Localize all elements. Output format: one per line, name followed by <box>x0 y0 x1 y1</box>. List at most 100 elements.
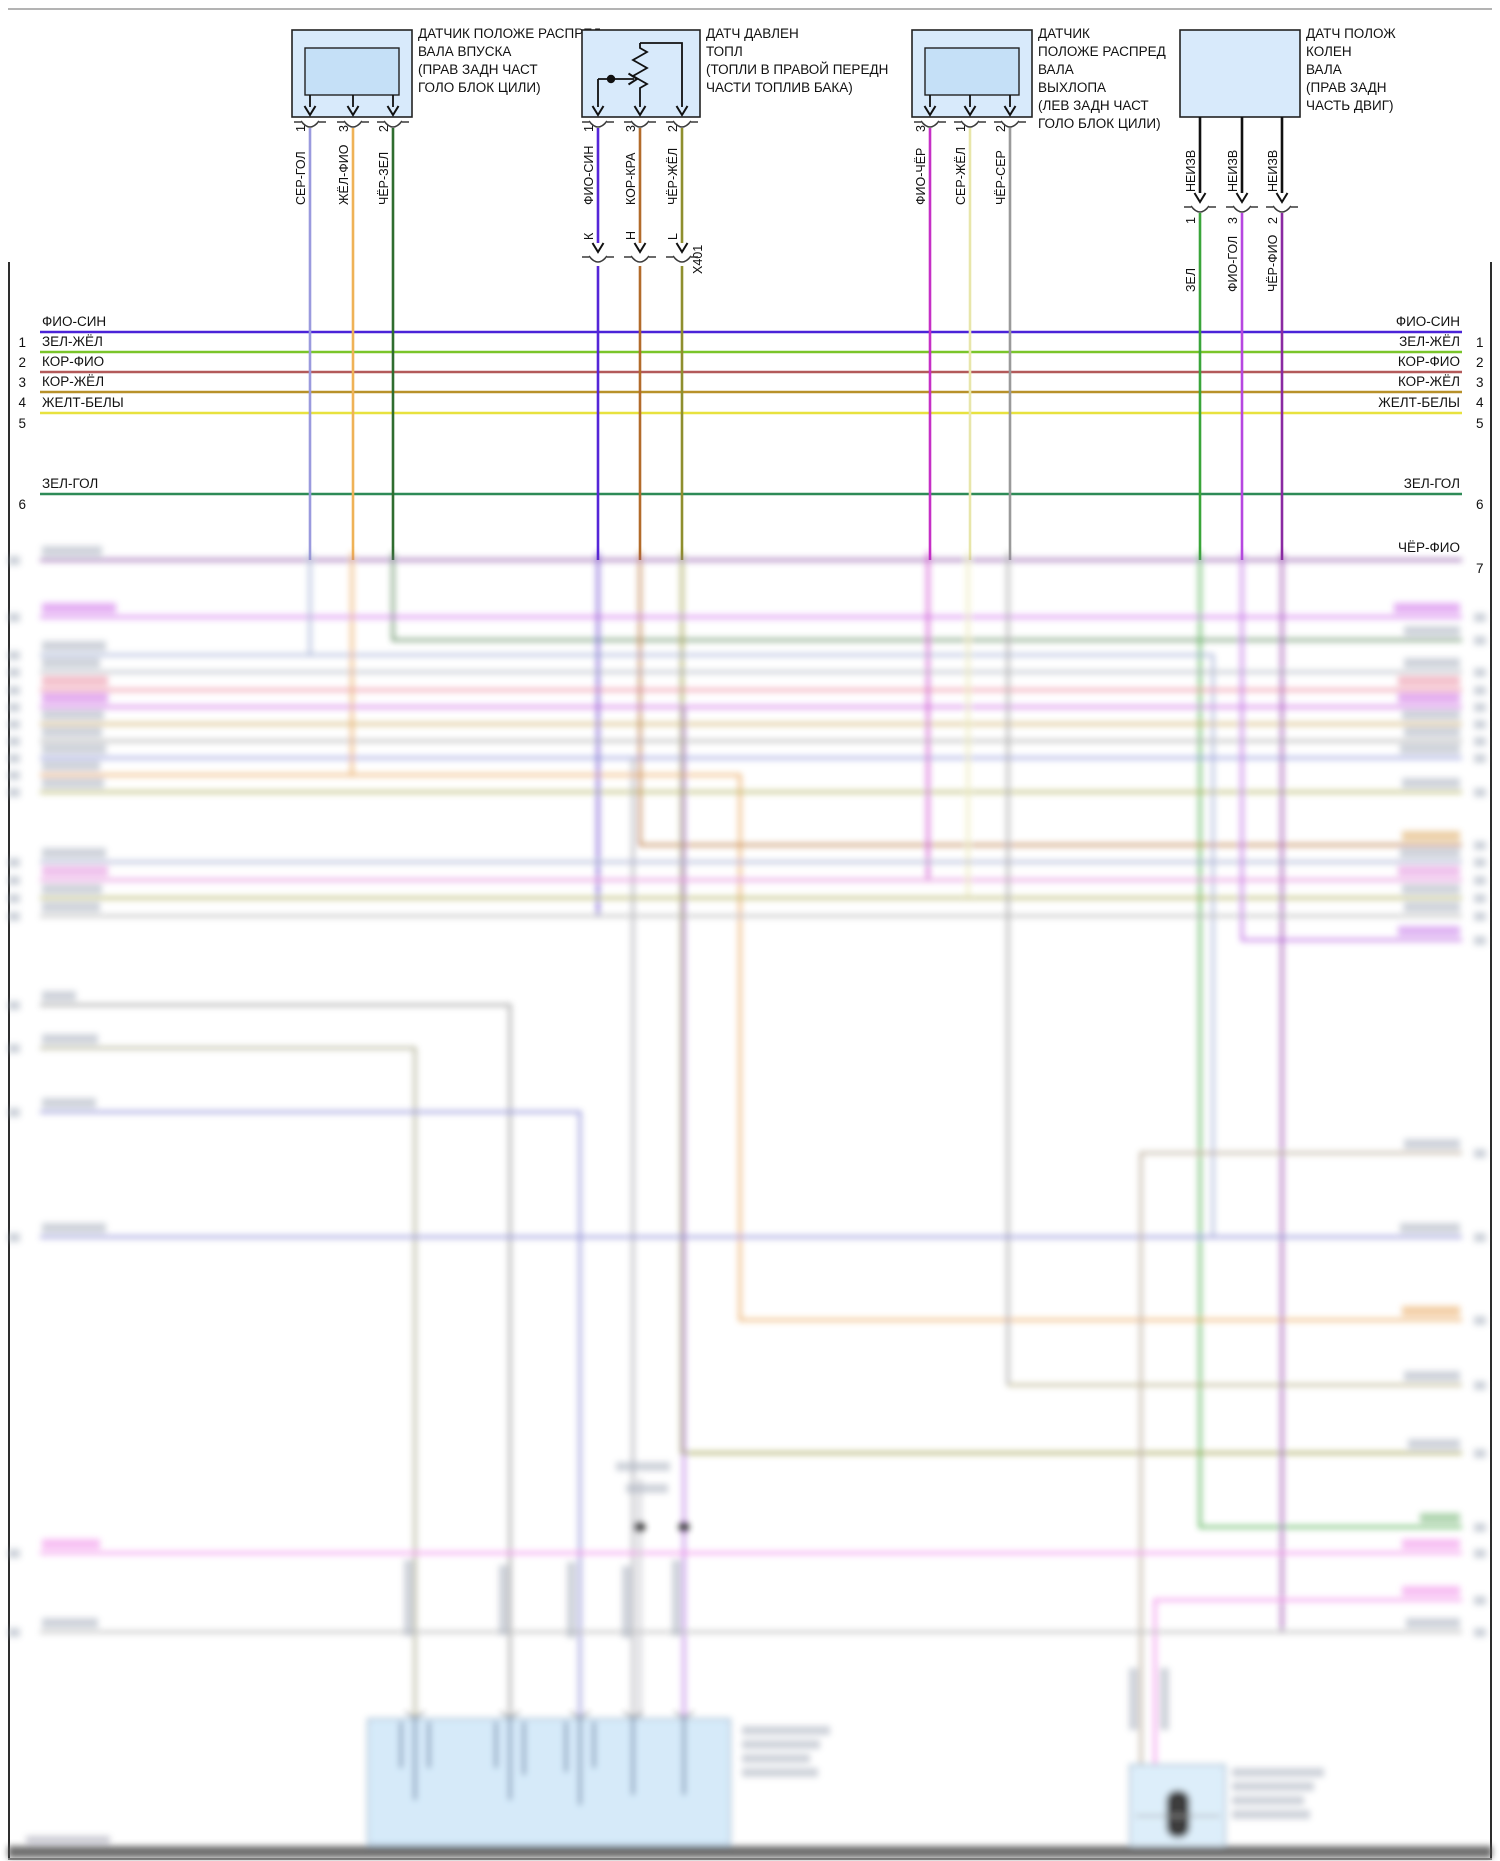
bus-number-left: 5 <box>18 416 26 431</box>
pin-number: 3 <box>624 125 638 132</box>
potentiometer-link <box>640 42 683 107</box>
wire-arrow <box>591 242 689 254</box>
pin-connector-arcs <box>294 120 1298 213</box>
sensor-label: ПОЛОЖЕ РАСПРЕД <box>1038 44 1166 59</box>
wire-label: СЕР-ЖЁЛ <box>954 147 968 205</box>
blurred-connector-block-right <box>1129 1764 1324 1856</box>
pin-number: 3 <box>914 125 928 132</box>
pin-number: 2 <box>994 125 1008 132</box>
blurred-diagram-region <box>8 546 1492 1858</box>
potentiometer-icon <box>631 43 649 107</box>
wire-label: ЧЁР-ЗЕЛ <box>377 152 391 205</box>
sensor-label: ВЫХЛОПА <box>1038 80 1106 95</box>
pin-arrow <box>303 105 400 117</box>
sensor-box <box>1179 29 1301 118</box>
wire-label: СЕР-ГОЛ <box>294 151 308 205</box>
connector-pin-label: Н <box>624 231 638 240</box>
wire-label: ФИО-СИН <box>582 146 596 205</box>
pin-number: 1 <box>1184 217 1198 224</box>
bus-number-right: 5 <box>1476 416 1484 431</box>
sensor-wires <box>308 128 1284 560</box>
sensor-inner-symbol <box>304 47 400 96</box>
bus-label-left: ЗЕЛ-ЖЁЛ <box>42 334 103 349</box>
pin-labels: 1 СЕР-ГОЛ 3 ЖЁЛ-ФИО 2 ЧЁР-ЗЕЛ 1 ФИО-СИН … <box>294 125 1280 292</box>
sensor-label: ВАЛА <box>1306 62 1342 77</box>
pin-number: 3 <box>1226 217 1240 224</box>
sensor-block-fuel-pressure <box>581 29 701 118</box>
wire-label: ЖЁЛ-ФИО <box>337 144 351 205</box>
sensor-label: КОЛЕН <box>1306 44 1352 59</box>
sensor-label: ЧАСТЬ ДВИГ) <box>1306 98 1394 113</box>
sensor-block-crankshaft <box>1179 29 1301 204</box>
potentiometer-wiper <box>597 78 634 107</box>
sensor-label: (ЛЕВ ЗАДН ЧАСТ <box>1038 98 1149 113</box>
pin-stub <box>309 95 394 107</box>
unknown-wire <box>1198 117 1284 193</box>
sensor-label: ГОЛО БЛОК ЦИЛИ) <box>418 80 541 95</box>
wire-label: ФИО-ЧЁР <box>914 148 928 205</box>
bus-number-left: 6 <box>18 497 26 512</box>
bus-number-left: 2 <box>18 355 26 370</box>
sensor-label: ТОПЛ <box>706 44 743 59</box>
bus-number-right: 6 <box>1476 497 1484 512</box>
bus-label-left: КОР-ЖЁЛ <box>42 374 104 389</box>
wire-arrow <box>1193 192 1289 204</box>
sensor-label: ВАЛА <box>1038 62 1074 77</box>
bus-label-right: КОР-ФИО <box>1398 354 1460 369</box>
bus-label-right: ФИО-СИН <box>1396 314 1460 329</box>
wire-label-unknown: НЕИЗВ <box>1226 150 1240 192</box>
pin-number: 2 <box>1266 217 1280 224</box>
bus-number-right: 1 <box>1476 335 1484 350</box>
bus-label-right: ЧЁР-ФИО <box>1398 540 1460 555</box>
pin-number: 2 <box>377 125 391 132</box>
sensor-label: (ТОПЛИ В ПРАВОЙ ПЕРЕДН <box>706 62 888 77</box>
sensor-label: ГОЛО БЛОК ЦИЛИ) <box>1038 116 1161 131</box>
blurred-watermark <box>26 1836 110 1844</box>
sensor-label: ДАТЧ ПОЛОЖ <box>1306 26 1396 41</box>
junction-dot <box>606 74 616 84</box>
wire-label: КОР-КРА <box>624 152 638 205</box>
bus-label-left: ЖЕЛТ-БЕЛЫ <box>42 395 124 410</box>
sensor-label: ДАТЧИК ПОЛОЖЕ РАСПРЕД <box>418 26 601 41</box>
sensor-label: (ПРАВ ЗАДН ЧАСТ <box>418 62 538 77</box>
bus-label-right: ЗЕЛ-ЖЁЛ <box>1399 334 1460 349</box>
bus-number-right: 2 <box>1476 355 1484 370</box>
pin-arrow <box>591 105 689 117</box>
wire-label: ЧЁР-ФИО <box>1266 234 1280 292</box>
blurred-wires <box>40 552 1462 1790</box>
wiper-arrow <box>627 72 639 86</box>
sensor-box <box>581 29 701 118</box>
sensor-label: ВАЛА ВПУСКА <box>418 44 511 59</box>
pin-arrow <box>923 105 1017 117</box>
wire-label-unknown: НЕИЗВ <box>1184 150 1198 192</box>
bus-label-left: ФИО-СИН <box>42 314 106 329</box>
pin-stub <box>929 95 1011 107</box>
bus-label-left: ЗЕЛ-ГОЛ <box>42 476 98 491</box>
bus-label-left: КОР-ФИО <box>42 354 104 369</box>
sensor-block-exhaust-cam <box>911 29 1033 118</box>
inline-connector-x401 <box>582 255 698 263</box>
blurred-wire-tags <box>404 1462 1169 1730</box>
bus-number-right: 3 <box>1476 375 1484 390</box>
blurred-connector-block-left <box>367 1711 830 1846</box>
pin-number: 1 <box>582 125 596 132</box>
wire-label: ЧЁР-СЕР <box>994 150 1008 205</box>
wire-label: ЗЕЛ <box>1184 268 1198 292</box>
pin-number: 2 <box>666 125 680 132</box>
wire-label: ФИО-ГОЛ <box>1226 236 1240 292</box>
wire-label: ЧЁР-ЖЁЛ <box>666 148 680 205</box>
blurred-footer-bar <box>8 1846 1492 1858</box>
blurred-right-labels <box>1394 603 1460 1628</box>
wire-label-unknown: НЕИЗВ <box>1266 150 1280 192</box>
pin-number: 1 <box>294 125 308 132</box>
pin-number: 3 <box>337 125 351 132</box>
bus-number-right: 7 <box>1476 561 1484 576</box>
page-frame <box>8 8 1492 1860</box>
sensor-label: ЧАСТИ ТОПЛИВ БАКА) <box>706 80 853 95</box>
sensor-label: ДАТЧИК <box>1038 26 1090 41</box>
sensor-inner-symbol <box>924 47 1020 96</box>
sensor-label: ДАТЧ ДАВЛЕН <box>706 26 799 41</box>
bus-number-left: 4 <box>18 395 26 410</box>
